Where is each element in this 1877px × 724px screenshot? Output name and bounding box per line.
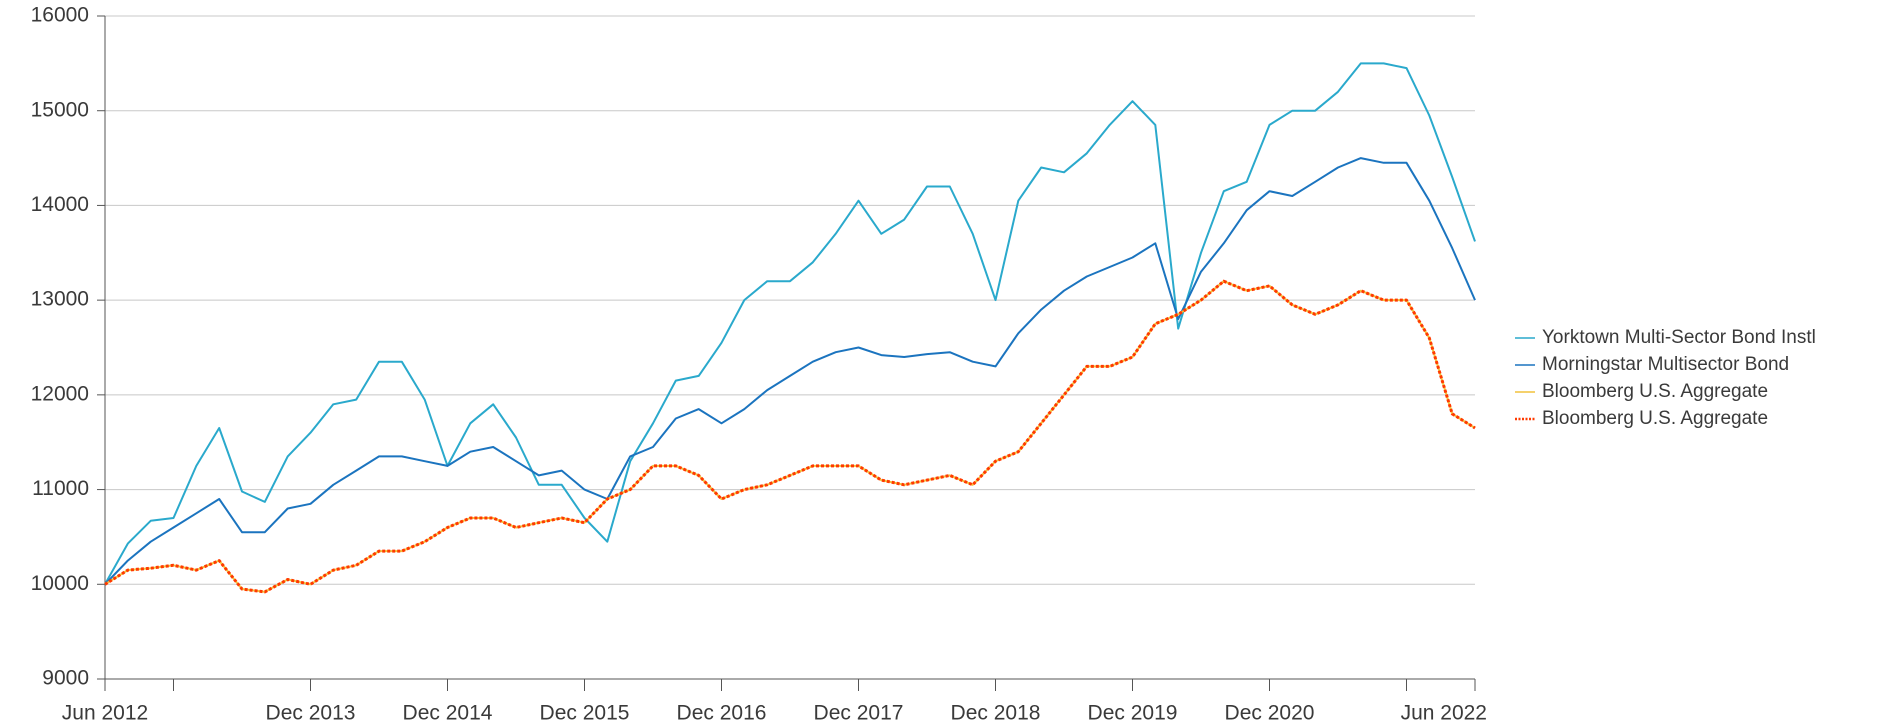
legend-label: Morningstar Multisector Bond: [1542, 354, 1789, 375]
legend: Yorktown Multi-Sector Bond Instl Mornings…: [1515, 327, 1816, 429]
x-tick-label: Dec 2014: [403, 702, 493, 724]
y-tick-label: 15000: [31, 98, 89, 121]
y-tick-label: 14000: [31, 193, 89, 216]
x-tick-label: Dec 2016: [677, 702, 767, 724]
legend-label: Yorktown Multi-Sector Bond Instl: [1542, 327, 1816, 348]
y-tick-label: 13000: [31, 288, 89, 311]
series-line: [104, 157, 1476, 585]
y-tick-label: 9000: [42, 667, 89, 690]
y-tick-label: 10000: [31, 572, 89, 595]
x-tick-label: Jun 2012: [62, 702, 148, 724]
x-tick-label: Dec 2020: [1225, 702, 1315, 724]
x-tick-label: Jun 2022: [1401, 702, 1487, 724]
legend-label: Bloomberg U.S. Aggregate: [1542, 381, 1768, 402]
y-tick-label: 11000: [32, 477, 89, 500]
x-tick-label: Dec 2018: [951, 702, 1041, 724]
series-line: [104, 280, 1476, 593]
series-line: [104, 62, 1476, 585]
series-line: [104, 279, 1476, 594]
x-tick-label: Dec 2017: [814, 702, 904, 724]
legend-label: Bloomberg U.S. Aggregate: [1542, 408, 1768, 429]
x-tick-label: Dec 2019: [1088, 702, 1178, 724]
y-tick-label: 16000: [31, 4, 89, 27]
x-tick-label: Dec 2015: [540, 702, 630, 724]
y-tick-label: 12000: [31, 382, 89, 405]
x-tick-label: Dec 2013: [266, 702, 356, 724]
